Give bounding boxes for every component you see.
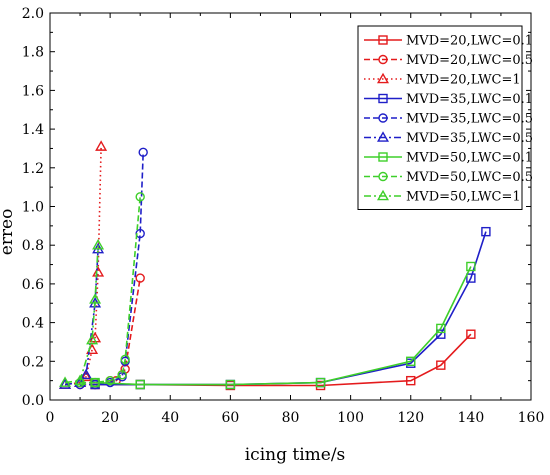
data-point-circle bbox=[120, 354, 130, 365]
data-point-circle bbox=[105, 375, 115, 386]
data-point-triangle bbox=[80, 370, 93, 382]
data-point-triangle bbox=[92, 238, 105, 250]
y-tick-label: 0.2 bbox=[22, 354, 44, 370]
y-tick-label: 1.0 bbox=[22, 200, 44, 216]
y-tick-label: 1.4 bbox=[22, 122, 44, 138]
x-tick-label: 100 bbox=[337, 410, 364, 426]
data-point-square bbox=[315, 377, 326, 388]
series-line bbox=[95, 266, 472, 386]
x-tick-label: 120 bbox=[397, 410, 424, 426]
data-point-triangle bbox=[80, 368, 93, 380]
legend-label: MVD=20,LWC=1 bbox=[406, 73, 521, 88]
legend-entry: MVD=35,LWC=0.5 bbox=[364, 112, 533, 127]
legend-label: MVD=50,LWC=0.5 bbox=[406, 170, 533, 185]
data-point-square bbox=[466, 329, 476, 339]
legend-label: MVD=20,LWC=0.1 bbox=[406, 34, 533, 49]
legend-entry: MVD=50,LWC=1 bbox=[364, 190, 521, 205]
legend-entry: MVD=35,LWC=0.5 bbox=[364, 131, 533, 146]
legend-label: MVD=50,LWC=0.1 bbox=[406, 151, 533, 166]
legend-entry: MVD=20,LWC=0.5 bbox=[364, 53, 533, 68]
legend-entry: MVD=20,LWC=0.1 bbox=[364, 34, 533, 49]
x-tick-label: 140 bbox=[458, 410, 485, 426]
data-point-square bbox=[406, 356, 416, 366]
legend-entry: MVD=20,LWC=1 bbox=[364, 73, 521, 88]
series-1 bbox=[90, 329, 476, 391]
series-line bbox=[80, 196, 141, 384]
legend-entry: MVD=50,LWC=0.1 bbox=[364, 151, 533, 166]
series-5 bbox=[75, 147, 148, 390]
legend-label: MVD=35,LWC=0.1 bbox=[406, 92, 533, 107]
y-tick-label: 2.0 bbox=[22, 6, 44, 22]
data-point-square bbox=[436, 360, 446, 370]
data-point-triangle bbox=[92, 266, 105, 277]
data-point-square bbox=[378, 152, 388, 162]
x-axis-title: icing time/s bbox=[245, 445, 346, 465]
data-point-circle bbox=[135, 273, 145, 283]
data-point-circle bbox=[378, 171, 388, 182]
data-point-square bbox=[135, 379, 145, 390]
series-3 bbox=[59, 140, 108, 389]
data-point-square bbox=[378, 35, 388, 45]
series-line bbox=[64, 245, 99, 384]
data-point-triangle bbox=[376, 189, 390, 201]
data-point-triangle bbox=[95, 140, 108, 151]
data-point-square bbox=[378, 93, 388, 104]
series-line bbox=[80, 277, 141, 386]
data-point-circle bbox=[135, 192, 145, 202]
data-point-triangle bbox=[59, 376, 72, 387]
data-point-square bbox=[406, 375, 416, 386]
series-4 bbox=[90, 226, 491, 390]
x-tick-label: 160 bbox=[518, 410, 545, 426]
y-tick-label: 0.4 bbox=[22, 316, 44, 332]
data-point-square bbox=[436, 329, 446, 339]
y-tick-label: 1.6 bbox=[22, 83, 44, 99]
series-line bbox=[95, 231, 487, 386]
axes-layer: 0 20 40 60 80 100 120 140 160 0.0 0.2 0.4 0.6 0.8 1.0 1… bbox=[22, 6, 545, 426]
y-tick-label: 0.8 bbox=[22, 238, 44, 254]
legend-entry: MVD=35,LWC=0.1 bbox=[364, 92, 533, 107]
data-point-circle bbox=[117, 370, 127, 380]
y-tick-label: 0.0 bbox=[22, 393, 44, 409]
y-axis-title: erreo bbox=[0, 209, 17, 256]
data-point-circle bbox=[90, 377, 100, 388]
x-tick-label: 40 bbox=[161, 410, 179, 426]
x-tick-label: 20 bbox=[101, 410, 119, 426]
data-point-triangle bbox=[86, 333, 99, 345]
x-tick-label: 0 bbox=[46, 410, 55, 426]
legend-label: MVD=50,LWC=1 bbox=[406, 190, 521, 205]
series-8 bbox=[75, 192, 145, 388]
x-tick-label: 80 bbox=[282, 410, 300, 426]
legend-entry: MVD=50,LWC=0.5 bbox=[364, 170, 533, 185]
series-9 bbox=[59, 238, 105, 387]
data-point-square bbox=[225, 379, 236, 390]
series-7 bbox=[90, 261, 476, 390]
data-point-square bbox=[466, 261, 476, 272]
data-point-square bbox=[481, 226, 491, 237]
series-layer bbox=[59, 140, 491, 391]
y-tick-label: 0.6 bbox=[22, 277, 44, 293]
series-line bbox=[64, 146, 102, 386]
y-tick-label: 1.8 bbox=[22, 45, 44, 61]
data-point-triangle bbox=[376, 72, 390, 84]
data-point-circle bbox=[378, 113, 388, 123]
legend: MVD=20,LWC=0.1 MVD=20,LWC=0.5 MVD=20,LWC=1… bbox=[357, 25, 533, 210]
data-point-triangle bbox=[59, 378, 72, 389]
legend-label: MVD=20,LWC=0.5 bbox=[406, 53, 533, 68]
legend-label: MVD=35,LWC=0.5 bbox=[406, 131, 533, 146]
data-point-circle bbox=[138, 147, 148, 158]
legend-label: MVD=35,LWC=0.5 bbox=[406, 112, 533, 127]
data-point-triangle bbox=[376, 131, 390, 142]
x-tick-label: 60 bbox=[221, 410, 239, 426]
data-point-circle bbox=[378, 54, 388, 65]
data-point-triangle bbox=[89, 293, 102, 304]
data-point-square bbox=[436, 323, 446, 334]
data-point-square bbox=[466, 273, 476, 283]
y-tick-label: 1.2 bbox=[22, 161, 44, 177]
data-point-triangle bbox=[74, 374, 87, 385]
